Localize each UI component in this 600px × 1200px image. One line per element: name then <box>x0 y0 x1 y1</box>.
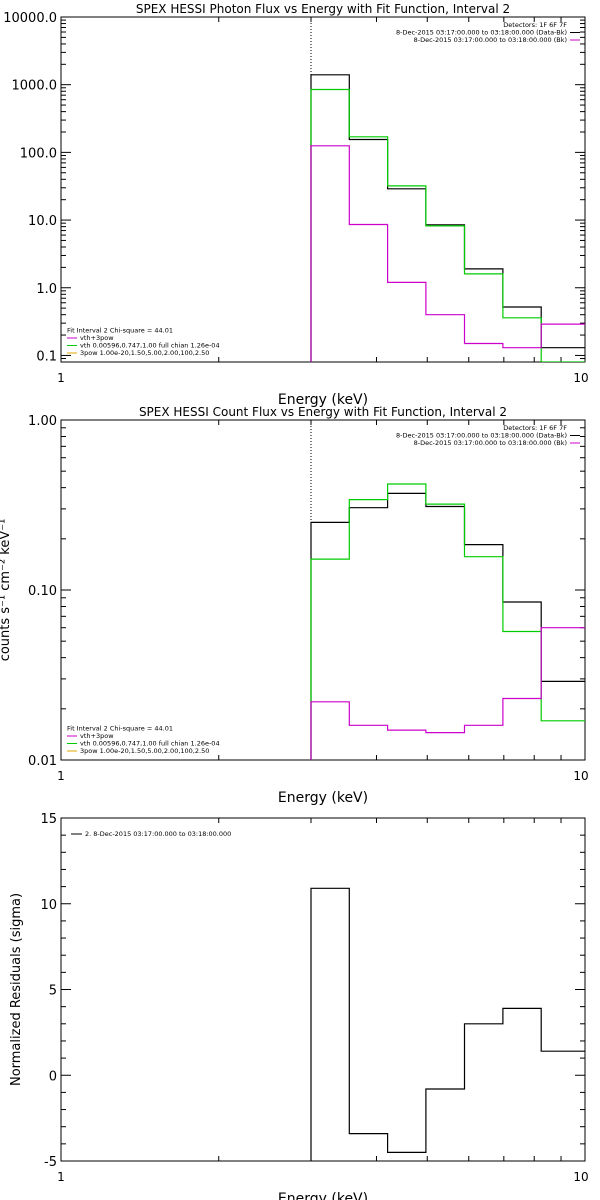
legend-entry: vth 0.00596,0.747,1.00 full chian 1.26e-… <box>80 342 220 350</box>
series-line-2-3 <box>310 627 585 760</box>
x-axis-label-3: Energy (keV) <box>278 1191 368 1200</box>
legend-entry: 8-Dec-2015 03:17:00.000 to 03:18:00.000 … <box>414 439 567 447</box>
x-tick-label: 1 <box>57 1170 65 1184</box>
y-tick-label: 100.0 <box>20 146 57 161</box>
x-tick-label: 1 <box>57 769 65 783</box>
x-tick-label: 10 <box>573 371 588 385</box>
y-tick-label: 15 <box>40 812 57 827</box>
series-line-1-3 <box>310 145 585 362</box>
legend-entry: vth+3pow <box>80 334 114 342</box>
x-tick-label: 10 <box>573 1170 588 1184</box>
legend-entry: 3pow 1.00e-20,1.50,5.00,2.00,100,2.50 <box>80 747 209 755</box>
y-tick-label: 10.0 <box>28 214 57 229</box>
legend-entry: vth 0.00596,0.747,1.00 full chian 1.26e-… <box>80 740 220 748</box>
y-tick-label: 5 <box>49 984 57 999</box>
y-tick-label: 0.10 <box>28 584 57 599</box>
y-axis-label-3: Normalized Residuals (sigma) <box>9 893 24 1086</box>
y-tick-label: 10000.0 <box>3 11 57 26</box>
x-tick-label: 1 <box>57 371 65 385</box>
legend-entry: Detectors: 1F 6F 7F <box>503 424 567 432</box>
legend-entry: 3pow 1.00e-20,1.50,5.00,2.00,100,2.50 <box>80 349 209 357</box>
legend-entry: 8-Dec-2015 03:17:00.000 to 03:18:00.000 … <box>396 432 567 440</box>
legend-entry: Fit Interval 2 Chi-square = 44.01 <box>67 725 173 733</box>
y-tick-label: 0.01 <box>28 754 57 769</box>
legend-entry: 2. 8-Dec-2015 03:17:00.000 to 03:18:00.0… <box>85 830 231 838</box>
series-line-2-1 <box>310 492 585 760</box>
plot-frame-3 <box>60 817 586 1162</box>
x-tick-label: 10 <box>573 769 588 783</box>
plot-title-2: SPEX HESSI Count Flux vs Energy with Fit… <box>139 405 507 419</box>
y-tick-label: -5 <box>44 1155 57 1170</box>
y-tick-label: 0.1 <box>36 349 57 364</box>
legend-entry: Detectors: 1F 6F 7F <box>503 21 567 29</box>
y-tick-label: 1.00 <box>28 414 57 429</box>
legend-entry: 8-Dec-2015 03:17:00.000 to 03:18:00.000 … <box>414 36 567 44</box>
series-line-1-1 <box>310 74 585 362</box>
series-line-3-1 <box>310 887 585 1161</box>
legend-entry: 8-Dec-2015 03:17:00.000 to 03:18:00.000 … <box>396 29 567 37</box>
legend-entry: vth+3pow <box>80 732 114 740</box>
plot-frame-2 <box>60 419 586 761</box>
plot-frame-1 <box>60 16 586 363</box>
plot-title-1: SPEX HESSI Photon Flux vs Energy with Fi… <box>136 2 510 16</box>
x-axis-label-2: Energy (keV) <box>278 790 368 806</box>
series-line-1-2 <box>310 88 585 362</box>
x-axis-label-1: Energy (keV) <box>278 392 368 408</box>
series-line-2-2 <box>310 483 585 760</box>
y-tick-label: 0 <box>49 1069 57 1084</box>
legend-entry: Fit Interval 2 Chi-square = 44.01 <box>67 327 173 335</box>
y-tick-label: 1.0 <box>36 282 57 297</box>
y-axis-label-2: counts s⁻¹ cm⁻² keV⁻¹ <box>0 519 13 662</box>
y-tick-label: 10 <box>40 898 57 913</box>
y-tick-label: 1000.0 <box>12 79 58 94</box>
